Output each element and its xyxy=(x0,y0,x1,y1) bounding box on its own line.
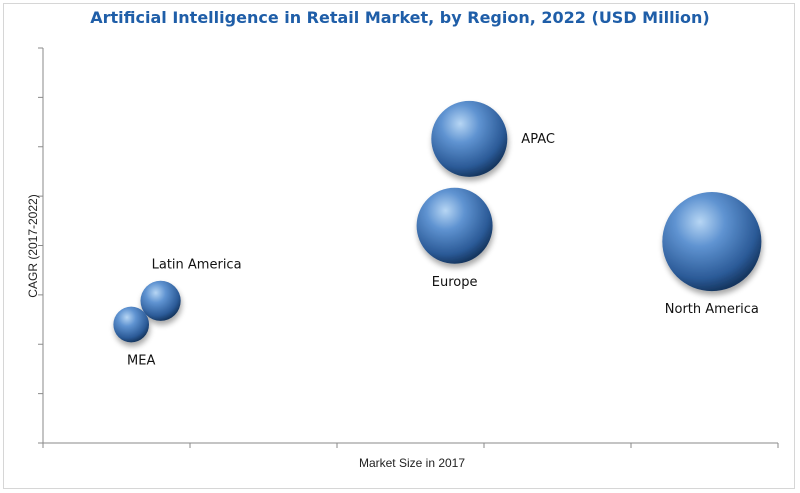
bubble-label-north-america: North America xyxy=(665,302,759,317)
axes xyxy=(38,47,779,448)
bubble-north-america xyxy=(662,192,762,292)
bubble-label-apac: APAC xyxy=(521,132,555,147)
y-axis-label: CAGR (2017-2022) xyxy=(26,194,40,297)
chart-title: Artificial Intelligence in Retail Market… xyxy=(90,8,710,27)
bubble-label-europe: Europe xyxy=(432,275,478,290)
bubble-label-mea: MEA xyxy=(127,353,155,368)
x-axis-label: Market Size in 2017 xyxy=(359,456,465,470)
bubble-label-latin-america: Latin America xyxy=(152,258,242,273)
bubble-mea xyxy=(113,306,150,343)
bubble-latin-america xyxy=(140,280,181,321)
bubbles: APAC Europe North America Latin America MEA xyxy=(113,100,762,368)
chart-frame xyxy=(3,3,795,489)
bubble-europe xyxy=(416,187,493,264)
bubble-apac xyxy=(431,100,508,177)
